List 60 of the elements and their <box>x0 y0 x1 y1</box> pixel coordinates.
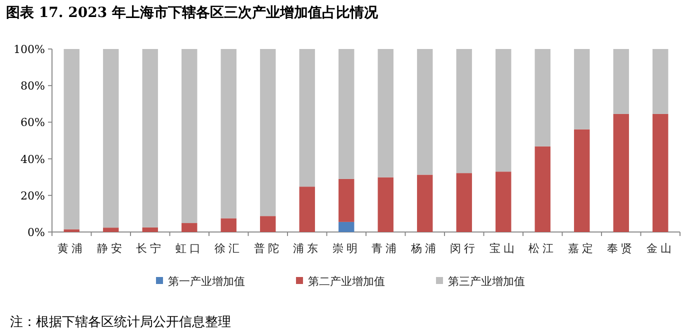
bar <box>456 173 472 232</box>
y-tick-label: 100% <box>14 43 45 56</box>
bar <box>220 49 236 218</box>
x-tick-label: 松江 <box>528 243 557 255</box>
bar <box>338 178 354 222</box>
y-tick-label: 80% <box>20 80 45 93</box>
bar <box>182 49 198 224</box>
bar <box>417 174 433 232</box>
x-tick-label: 青浦 <box>372 242 400 255</box>
bar <box>378 177 394 232</box>
text: 注：根据下辖各区统计局公开信息整理 <box>10 314 231 329</box>
x-tick-label: 普陀 <box>254 242 282 255</box>
bar <box>260 49 276 216</box>
bar <box>142 49 158 228</box>
bar <box>534 146 550 232</box>
x-tick-label: 静安 <box>96 242 125 255</box>
x-tick-label: 嘉定 <box>568 242 596 255</box>
bar <box>574 129 590 232</box>
bar <box>64 49 80 230</box>
legend-label: 第二产业增加值 <box>308 275 385 288</box>
y-tick-label: 0% <box>28 226 45 239</box>
x-tick-label: 黄浦 <box>58 242 86 255</box>
x-tick-label: 崇明 <box>332 242 360 255</box>
bar <box>64 229 80 232</box>
bar <box>613 114 629 232</box>
bar <box>182 223 198 232</box>
legend-label: 第一产业增加值 <box>168 275 245 288</box>
bar <box>456 49 472 174</box>
bar <box>338 49 354 179</box>
bar <box>299 49 315 187</box>
bar <box>496 172 512 232</box>
x-tick-label: 宝山 <box>489 242 518 255</box>
x-tick-label: 闵行 <box>450 243 478 255</box>
bar <box>299 186 315 232</box>
x-tick-label: 徐汇 <box>214 243 243 255</box>
bar <box>417 49 433 175</box>
bar <box>103 228 119 232</box>
bar <box>496 49 512 172</box>
x-tick-label: 杨浦 <box>410 243 439 255</box>
legend-label: 第三产业增加值 <box>448 275 525 288</box>
x-tick-label: 奉贤 <box>607 243 636 255</box>
bar <box>142 227 158 232</box>
bar <box>378 49 394 178</box>
bar <box>220 218 236 232</box>
bar <box>103 49 119 228</box>
x-tick-label: 虹口 <box>175 243 204 255</box>
x-tick-label: 长宁 <box>136 242 164 255</box>
bar <box>534 49 550 146</box>
y-tick-label: 20% <box>20 189 45 202</box>
bar <box>574 49 590 130</box>
y-tick-label: 40% <box>20 152 45 166</box>
y-tick-label: 60% <box>20 116 45 130</box>
bar <box>613 49 629 114</box>
bar <box>260 216 276 232</box>
x-tick-label: 浦东 <box>293 242 322 255</box>
bar <box>652 114 668 232</box>
x-tick-label: 金山 <box>646 242 674 255</box>
bar <box>338 222 354 232</box>
bar <box>652 49 668 114</box>
chart-title: 图表 17. 2023 年上海市下辖各区三次产业增加值占比情况 <box>6 4 379 21</box>
